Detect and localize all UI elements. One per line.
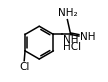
Text: HCl: HCl	[63, 42, 81, 52]
Text: NH₂: NH₂	[58, 8, 77, 18]
Text: NH: NH	[80, 32, 95, 42]
Text: Cl: Cl	[19, 62, 29, 72]
Text: NH: NH	[63, 35, 78, 45]
